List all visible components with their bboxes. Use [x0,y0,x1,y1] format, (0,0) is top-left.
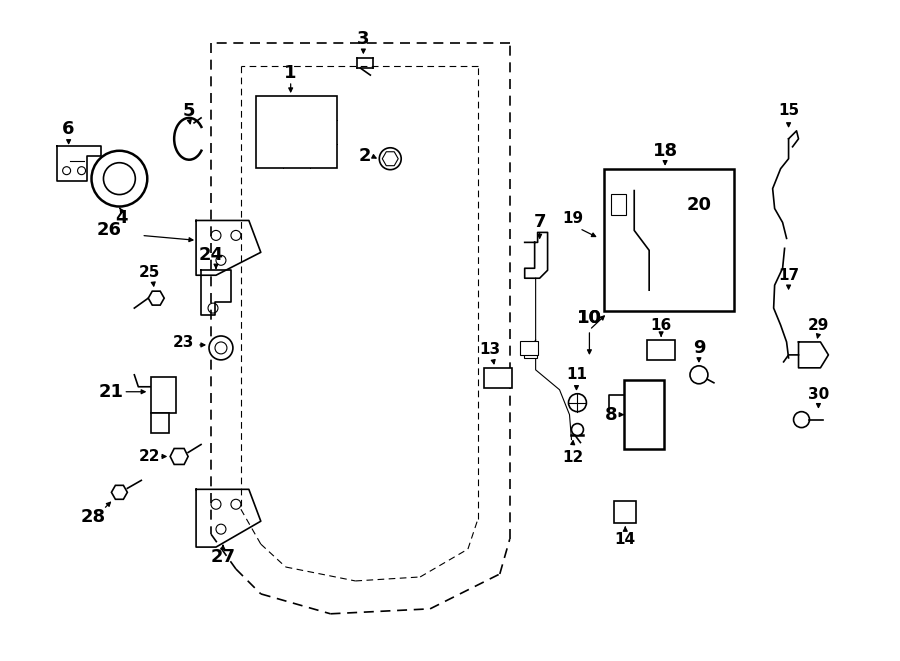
Text: 23: 23 [173,335,194,350]
Text: 17: 17 [778,268,799,283]
Text: 18: 18 [652,141,678,160]
Text: 25: 25 [139,265,160,280]
Text: 20: 20 [687,196,711,214]
Bar [604,169,734,311]
Text: 19: 19 [562,211,583,226]
Text: 7: 7 [534,214,546,231]
Text: 3: 3 [357,30,370,48]
Bar [484,368,512,388]
Bar [256,96,338,168]
Circle shape [92,151,148,206]
Text: 4: 4 [115,210,128,227]
Text: 28: 28 [81,508,106,526]
Bar [151,377,176,412]
Bar [647,340,675,360]
Text: 13: 13 [480,342,500,358]
Text: 15: 15 [778,103,799,118]
Text: 5: 5 [183,102,195,120]
Text: 26: 26 [97,221,122,239]
Circle shape [209,336,233,360]
Text: 6: 6 [62,120,75,138]
Text: 16: 16 [651,317,671,332]
Bar [524,348,536,358]
Text: 12: 12 [562,450,583,465]
Text: 11: 11 [566,368,587,382]
Text: 1: 1 [284,64,297,82]
Text: 24: 24 [199,247,223,264]
Text: 21: 21 [99,383,124,401]
Polygon shape [112,485,128,499]
Circle shape [379,148,401,170]
Circle shape [104,163,135,194]
Polygon shape [382,152,398,166]
Text: 8: 8 [605,406,617,424]
Polygon shape [170,449,188,465]
Text: 29: 29 [808,317,829,332]
Text: 22: 22 [139,449,160,464]
Text: 10: 10 [577,309,602,327]
Text: 2: 2 [359,147,372,165]
Text: 27: 27 [211,548,236,566]
Text: 9: 9 [693,339,706,357]
Bar [151,412,169,432]
Bar [625,380,664,449]
Text: 14: 14 [615,531,635,547]
Bar [611,194,626,215]
Text: 10: 10 [577,309,602,327]
Bar [519,341,537,355]
Circle shape [690,366,708,384]
Polygon shape [148,291,164,305]
Circle shape [572,424,583,436]
Text: 30: 30 [808,387,829,403]
Bar [615,501,636,524]
